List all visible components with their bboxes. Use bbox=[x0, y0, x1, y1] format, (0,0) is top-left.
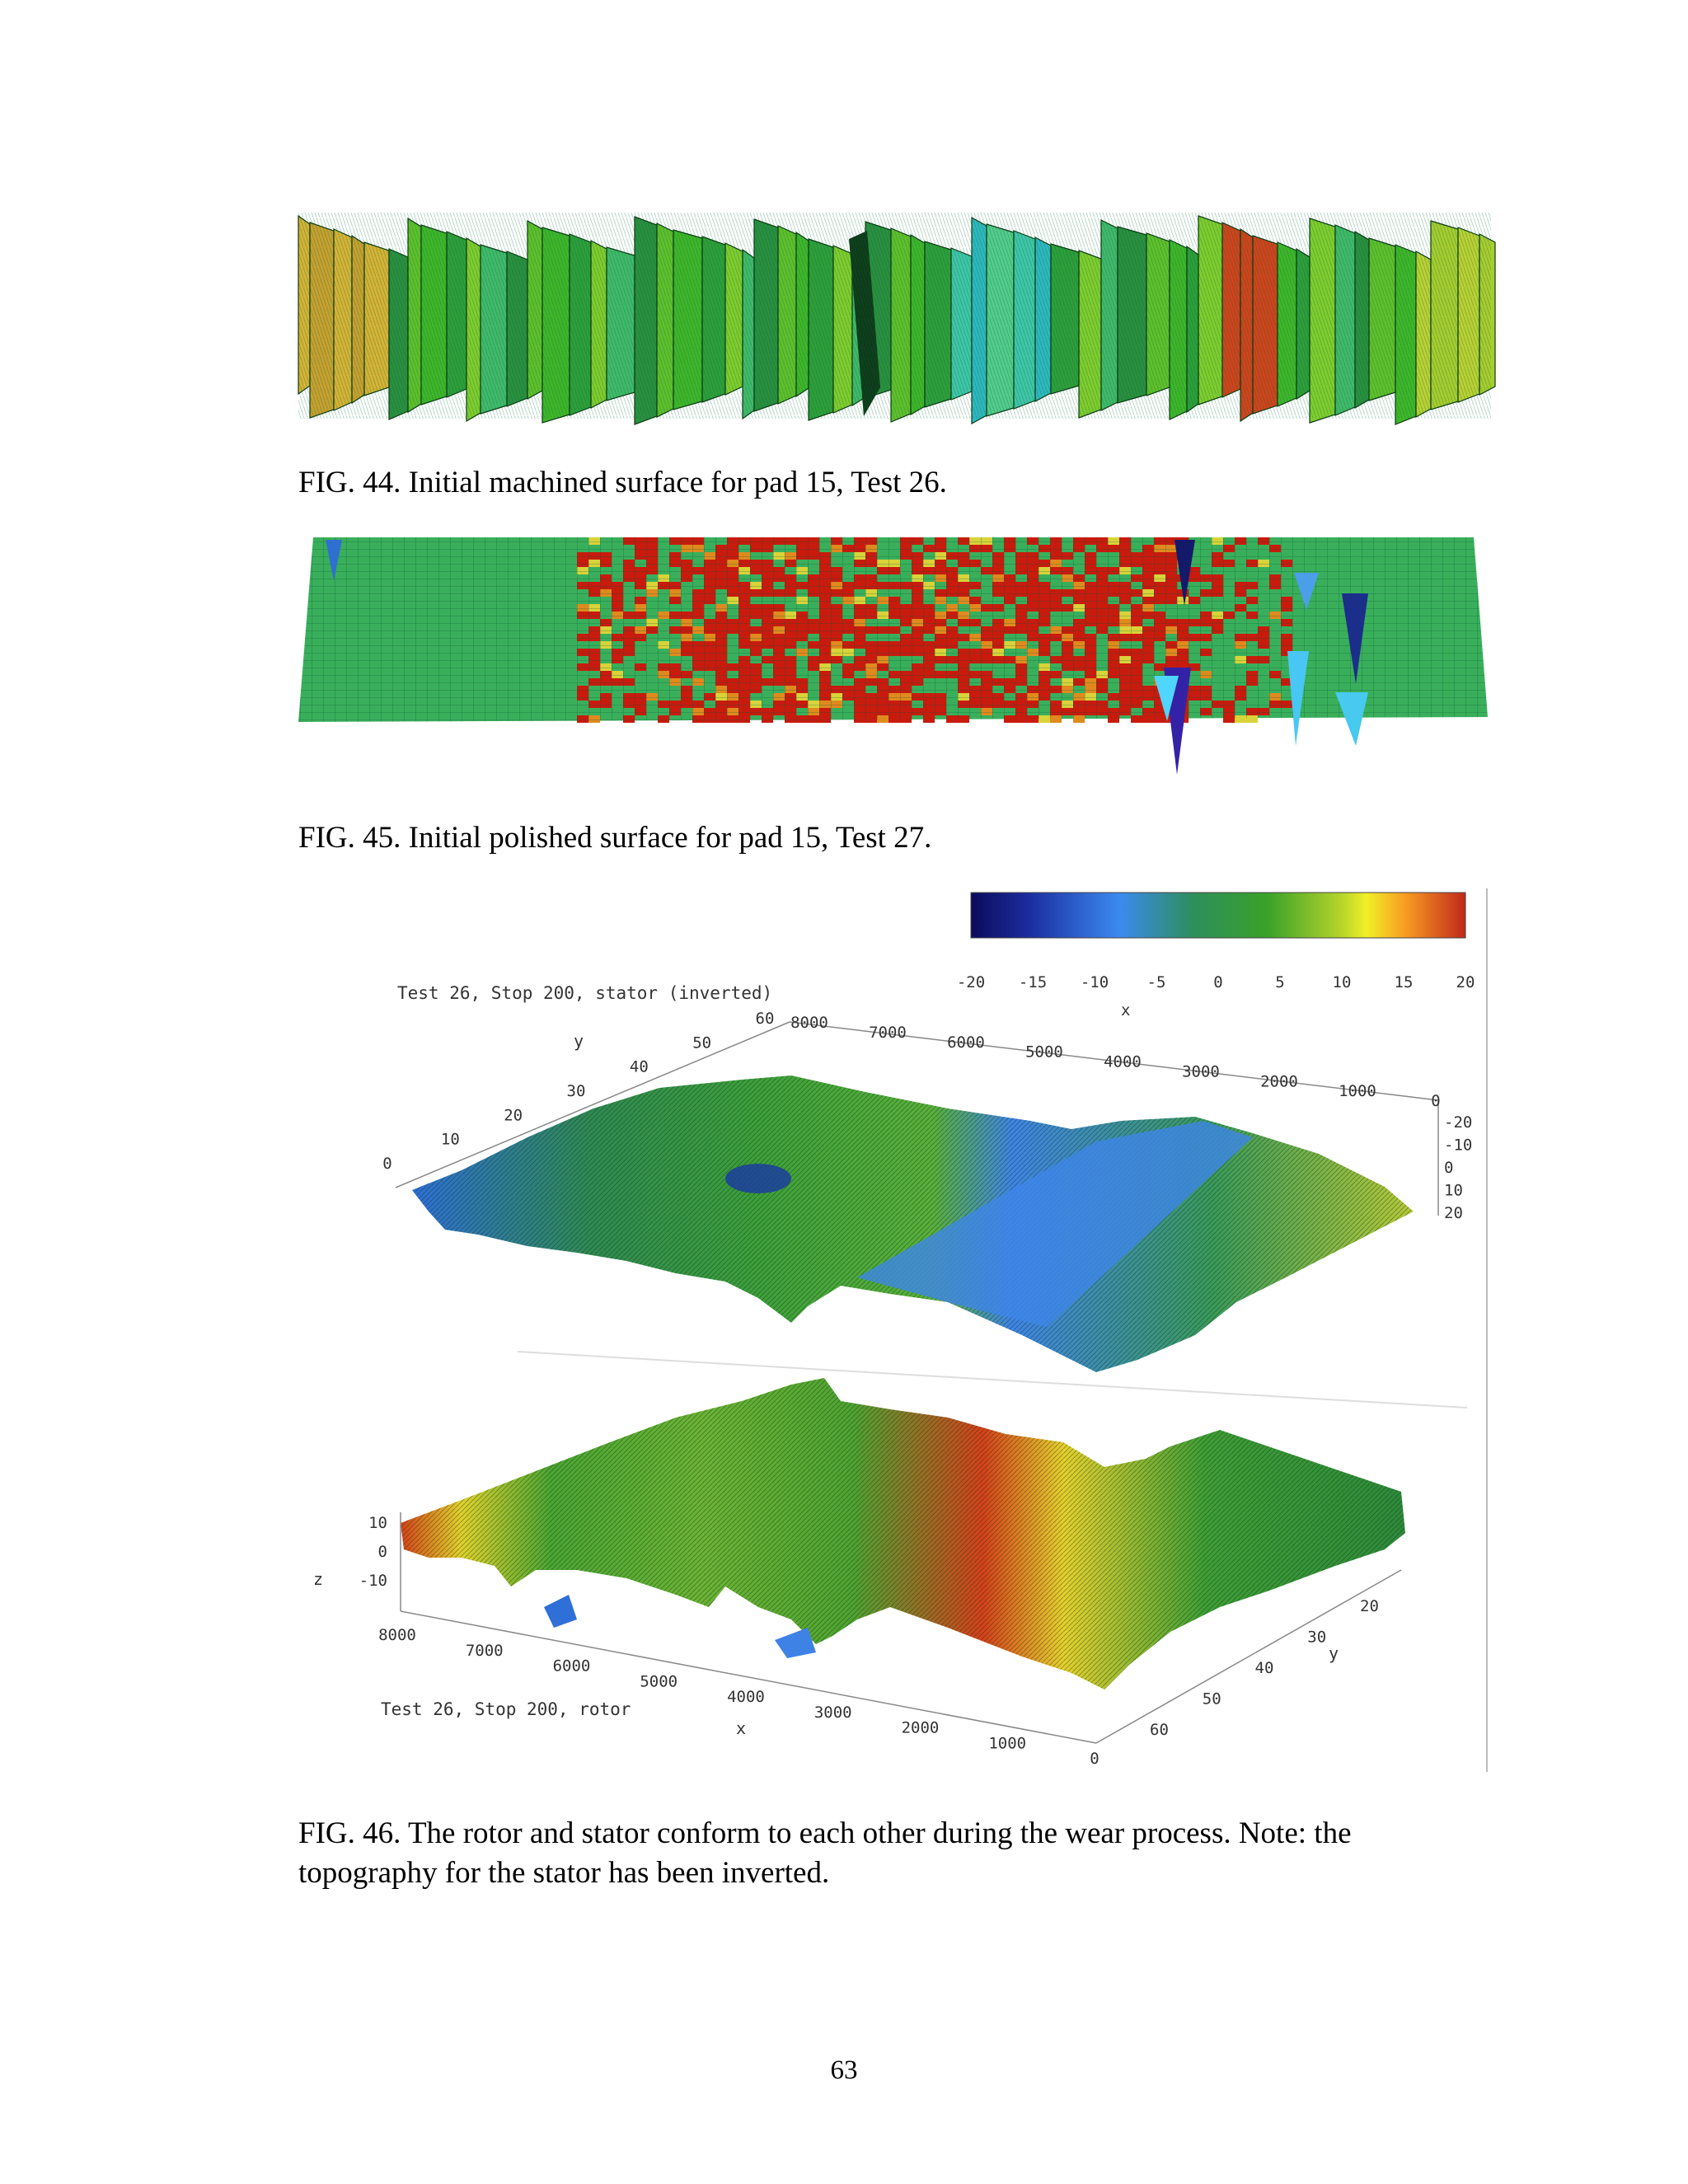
stator-y-tick: 40 bbox=[630, 1058, 649, 1076]
stator-z-tick: 0 bbox=[1444, 1159, 1453, 1177]
stator-x-tick: 7000 bbox=[869, 1024, 907, 1042]
stator-z-tick: 20 bbox=[1444, 1204, 1463, 1222]
surface-cell bbox=[1015, 715, 1027, 723]
stator-y-tick: 20 bbox=[504, 1106, 523, 1124]
colorbar-tick-label: 15 bbox=[1395, 973, 1414, 991]
surface-cell bbox=[1050, 715, 1062, 723]
rotor-y-tick: 30 bbox=[1307, 1629, 1326, 1647]
surface-cell bbox=[1108, 715, 1119, 723]
surface-cell bbox=[1142, 715, 1154, 723]
rotor-z-tick: 0 bbox=[378, 1543, 387, 1561]
colorbar-tick-label: -15 bbox=[1019, 973, 1047, 991]
stator-x-tick: 4000 bbox=[1104, 1053, 1142, 1071]
fig45-caption: FIG. 45. Initial polished surface for pa… bbox=[298, 821, 932, 855]
page-number: 63 bbox=[830, 2055, 858, 2085]
rotor-z-tick: -10 bbox=[359, 1572, 387, 1590]
rotor-y-tick: 50 bbox=[1203, 1690, 1221, 1708]
colorbar-tick-label: -10 bbox=[1081, 973, 1109, 991]
stator-x-tick: 6000 bbox=[947, 1033, 985, 1052]
colorbar-tick-label: 5 bbox=[1275, 973, 1284, 991]
fig46-caption: FIG. 46. The rotor and stator conform to… bbox=[298, 1814, 1485, 1893]
rotor-x-tick: 1000 bbox=[988, 1734, 1026, 1752]
stator-x-tick: 1000 bbox=[1339, 1082, 1376, 1100]
surface-cell bbox=[1246, 715, 1258, 723]
rotor-x-tick: 2000 bbox=[902, 1719, 940, 1737]
surface-cell bbox=[1131, 715, 1142, 723]
stator-x-tick: 2000 bbox=[1260, 1072, 1298, 1090]
stator-y-tick: 50 bbox=[692, 1033, 711, 1052]
colorbar-tick-label: 0 bbox=[1213, 973, 1222, 991]
stator-z-tick: -10 bbox=[1444, 1137, 1472, 1155]
colorbar-tick-label: -20 bbox=[957, 973, 985, 991]
stator-y-tick: 0 bbox=[382, 1155, 392, 1173]
rotor-x-tick: 6000 bbox=[553, 1657, 591, 1675]
stator-y-tick: 30 bbox=[567, 1082, 586, 1100]
rotor-title: Test 26, Stop 200, rotor bbox=[381, 1699, 631, 1719]
fig46-caption-line2: topography for the stator has been inver… bbox=[298, 1856, 830, 1890]
stator-x-tick: 5000 bbox=[1025, 1043, 1063, 1062]
colorbar-tick-label: 10 bbox=[1333, 973, 1352, 991]
stator-title: Test 26, Stop 200, stator (inverted) bbox=[397, 983, 772, 1003]
stator-y-tick: 10 bbox=[441, 1131, 460, 1149]
rotor-x-tick: 8000 bbox=[378, 1626, 416, 1644]
surface-cell bbox=[1073, 715, 1085, 723]
surface-cell bbox=[1039, 715, 1050, 723]
surface-cell bbox=[1223, 715, 1235, 723]
stator-x-tick: 8000 bbox=[790, 1014, 828, 1032]
rotor-x-tick: 4000 bbox=[727, 1688, 765, 1706]
stator-z-tick: -20 bbox=[1444, 1113, 1472, 1132]
colorbar-label: x bbox=[1121, 1001, 1130, 1019]
fig44-caption: FIG. 44. Initial machined surface for pa… bbox=[298, 466, 947, 499]
colorbar-tick-label: -5 bbox=[1147, 973, 1166, 991]
stator-x-tick: 3000 bbox=[1182, 1062, 1220, 1080]
surface-cell bbox=[1004, 715, 1015, 723]
colorbar bbox=[970, 892, 1466, 939]
rotor-x-tick: 7000 bbox=[466, 1642, 504, 1660]
surface-cell bbox=[1154, 715, 1165, 723]
stator-x-tick: 0 bbox=[1431, 1092, 1440, 1110]
rotor-y-label: y bbox=[1329, 1643, 1339, 1663]
surface-cell bbox=[1235, 715, 1246, 723]
rotor-z-tick: 10 bbox=[368, 1514, 387, 1532]
surface-cell bbox=[1027, 715, 1039, 723]
rotor-x-tick: 3000 bbox=[814, 1704, 852, 1722]
rotor-y-tick: 60 bbox=[1150, 1721, 1169, 1739]
rotor-x-tick: 5000 bbox=[640, 1672, 678, 1690]
colorbar-tick-label: 20 bbox=[1456, 973, 1475, 991]
rotor-y-tick: 20 bbox=[1360, 1597, 1379, 1615]
rotor-x-label: x bbox=[736, 1718, 746, 1738]
stator-y-tick: 60 bbox=[756, 1010, 775, 1028]
stator-z-tick: 10 bbox=[1444, 1182, 1463, 1200]
rotor-y-tick: 40 bbox=[1255, 1659, 1274, 1677]
fig46-caption-line1: FIG. 46. The rotor and stator conform to… bbox=[298, 1816, 1352, 1850]
stator-y-label: y bbox=[574, 1031, 584, 1051]
rotor-z-label: z bbox=[313, 1569, 323, 1589]
rotor-x-tick: 0 bbox=[1090, 1750, 1099, 1768]
